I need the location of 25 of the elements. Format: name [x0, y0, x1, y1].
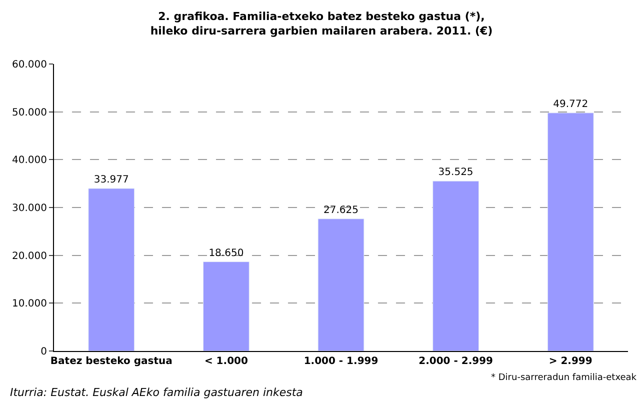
data-label: 49.772 — [553, 98, 588, 110]
x-tick-label: 2.000 - 2.999 — [418, 356, 494, 367]
x-tick-label: Batez besteko gastua — [50, 356, 172, 367]
y-tick-label: 60.000 — [12, 60, 47, 70]
bar — [88, 188, 135, 351]
data-label: 33.977 — [94, 174, 129, 186]
bar — [318, 218, 364, 351]
x-tick-label: < 1.000 — [204, 356, 248, 367]
y-tick-label: 0 — [40, 346, 47, 358]
data-label: 35.525 — [438, 167, 474, 178]
y-tick-label: 10.000 — [12, 298, 47, 310]
x-tick-label: > 2.999 — [548, 356, 592, 367]
bar — [547, 112, 594, 351]
bar — [432, 180, 480, 351]
chart-title: 2. grafikoa. Familia-etxeko batez besteko gastua (*), hileko diru-sarrera garbien mailaren arabera. 2011. (€) — [150, 10, 493, 38]
y-tick-label: 20.000 — [12, 250, 47, 262]
data-label: 27.625 — [324, 204, 358, 216]
x-tick-label: 1.000 - 1.999 — [304, 356, 378, 367]
bar — [202, 262, 250, 351]
data-label: 18.650 — [208, 248, 244, 259]
y-tick-label: 40.000 — [12, 155, 47, 166]
text: Iturria: Eustat. Euskal AEko familia gastuaren inkesta — [10, 386, 304, 399]
text: * Diru-sarreradun familia-etxeak — [491, 373, 638, 383]
y-tick-label: 30.000 — [12, 203, 47, 214]
y-tick-label: 50.000 — [12, 107, 47, 118]
